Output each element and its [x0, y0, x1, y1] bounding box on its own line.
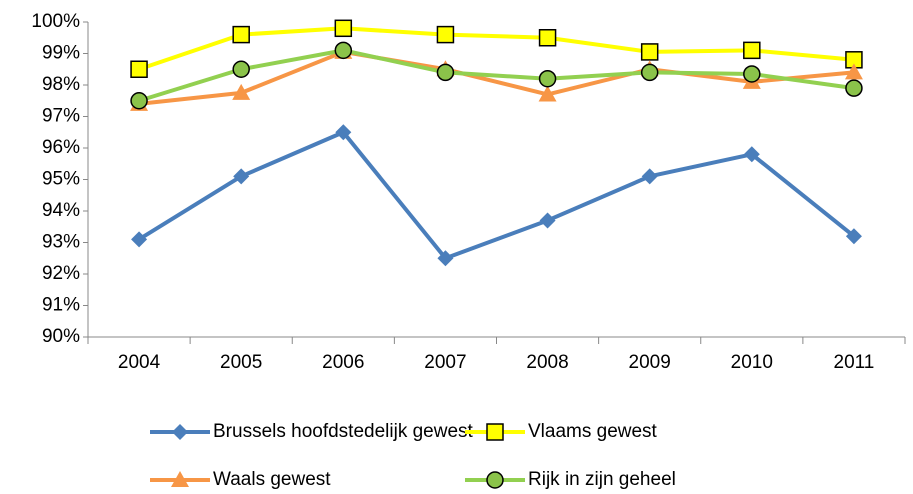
marker — [334, 41, 353, 60]
marker — [335, 124, 352, 141]
y-tick-label: 96% — [42, 137, 80, 158]
marker — [640, 63, 659, 82]
marker — [539, 212, 556, 229]
marker — [232, 25, 250, 44]
y-tick-label: 99% — [42, 43, 80, 64]
marker — [436, 25, 455, 44]
marker — [538, 69, 557, 88]
marker — [131, 231, 148, 248]
marker — [232, 60, 250, 78]
x-tick-label: 2006 — [322, 352, 364, 373]
marker — [845, 228, 862, 245]
marker — [844, 63, 863, 80]
x-tick-label: 2010 — [731, 352, 773, 373]
series-line — [138, 26, 855, 72]
marker — [130, 60, 148, 78]
legend-label: Rijk in zijn geheel — [528, 469, 676, 490]
marker — [743, 146, 760, 163]
marker — [538, 85, 557, 102]
marker — [486, 423, 504, 441]
marker — [486, 471, 504, 489]
marker — [845, 79, 863, 97]
series-line — [138, 48, 855, 103]
marker — [334, 19, 353, 38]
marker — [171, 471, 189, 487]
x-tick-label: 2011 — [834, 352, 875, 373]
y-tick-label: 98% — [42, 74, 80, 95]
y-tick-label: 90% — [42, 326, 80, 347]
marker — [436, 63, 455, 82]
x-tick-label: 2008 — [526, 352, 568, 373]
y-tick-label: 94% — [42, 200, 80, 221]
legend-label: Waals gewest — [213, 469, 331, 490]
legend-label: Brussels hoofdstedelijk gewest — [213, 421, 474, 442]
legend-label: Vlaams gewest — [528, 421, 658, 442]
x-tick-label: 2007 — [424, 352, 466, 373]
x-tick-label: 2005 — [220, 352, 262, 373]
marker — [232, 83, 251, 100]
marker — [233, 168, 250, 185]
y-tick-label: 95% — [42, 169, 80, 190]
y-tick-label: 91% — [42, 295, 80, 316]
y-tick-label: 92% — [42, 263, 80, 284]
marker — [130, 92, 148, 110]
y-tick-label: 100% — [31, 11, 80, 32]
marker — [437, 250, 454, 267]
marker — [743, 65, 761, 83]
series-line — [138, 49, 855, 106]
y-tick-label: 97% — [42, 106, 80, 127]
marker — [641, 168, 658, 185]
x-tick-label: 2004 — [118, 352, 161, 373]
marker — [172, 424, 188, 440]
x-tick-label: 2009 — [629, 352, 671, 373]
marker — [640, 43, 659, 61]
marker — [743, 41, 761, 60]
y-tick-label: 93% — [42, 232, 80, 253]
marker — [538, 29, 557, 47]
series-line — [138, 130, 856, 261]
